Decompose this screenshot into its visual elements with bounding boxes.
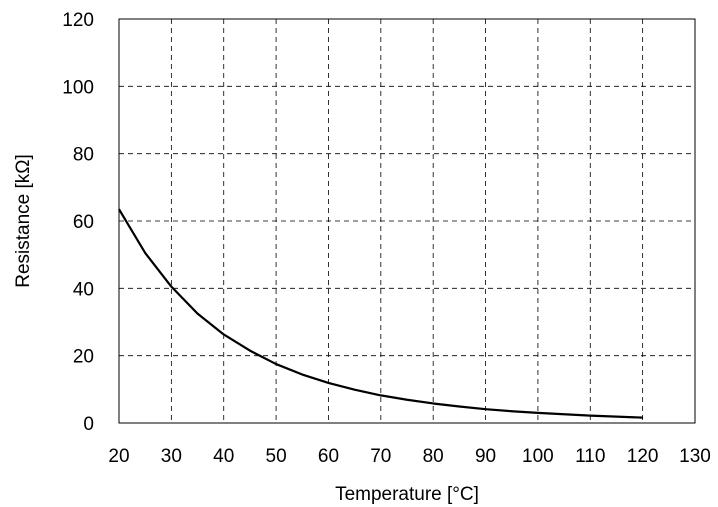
curve-layer <box>118 208 643 419</box>
y-tick-label: 100 <box>62 77 94 98</box>
x-axis-title: Temperature [°C] <box>335 484 479 505</box>
y-tick-labels: 0 20 40 60 80 100 120 <box>62 10 94 435</box>
x-tick-label: 40 <box>213 446 234 467</box>
plot-area-border <box>118 18 696 424</box>
x-tick-label: 130 <box>679 446 711 467</box>
x-tick-label: 90 <box>475 446 496 467</box>
x-tick-label: 80 <box>423 446 444 467</box>
y-tick-label: 40 <box>73 279 94 300</box>
y-tick-label: 120 <box>62 10 94 31</box>
x-tick-label: 60 <box>318 446 339 467</box>
y-tick-label: 80 <box>73 145 94 166</box>
x-tick-label: 110 <box>575 446 605 467</box>
x-tick-labels: 20 30 40 50 60 70 80 90 100 110 120 130 <box>108 446 710 467</box>
y-axis-title: Resistance [kΩ] <box>13 154 34 288</box>
x-tick-label: 30 <box>161 446 182 467</box>
y-tick-label: 60 <box>73 212 94 233</box>
x-tick-label: 100 <box>522 446 554 467</box>
x-tick-label: 50 <box>266 446 287 467</box>
x-tick-label: 120 <box>627 446 659 467</box>
series-line <box>118 208 643 419</box>
grid <box>119 19 695 423</box>
y-tick-label: 20 <box>73 347 94 368</box>
x-tick-label: 70 <box>370 446 391 467</box>
y-tick-label: 0 <box>83 414 94 435</box>
x-tick-label: 20 <box>108 446 129 467</box>
